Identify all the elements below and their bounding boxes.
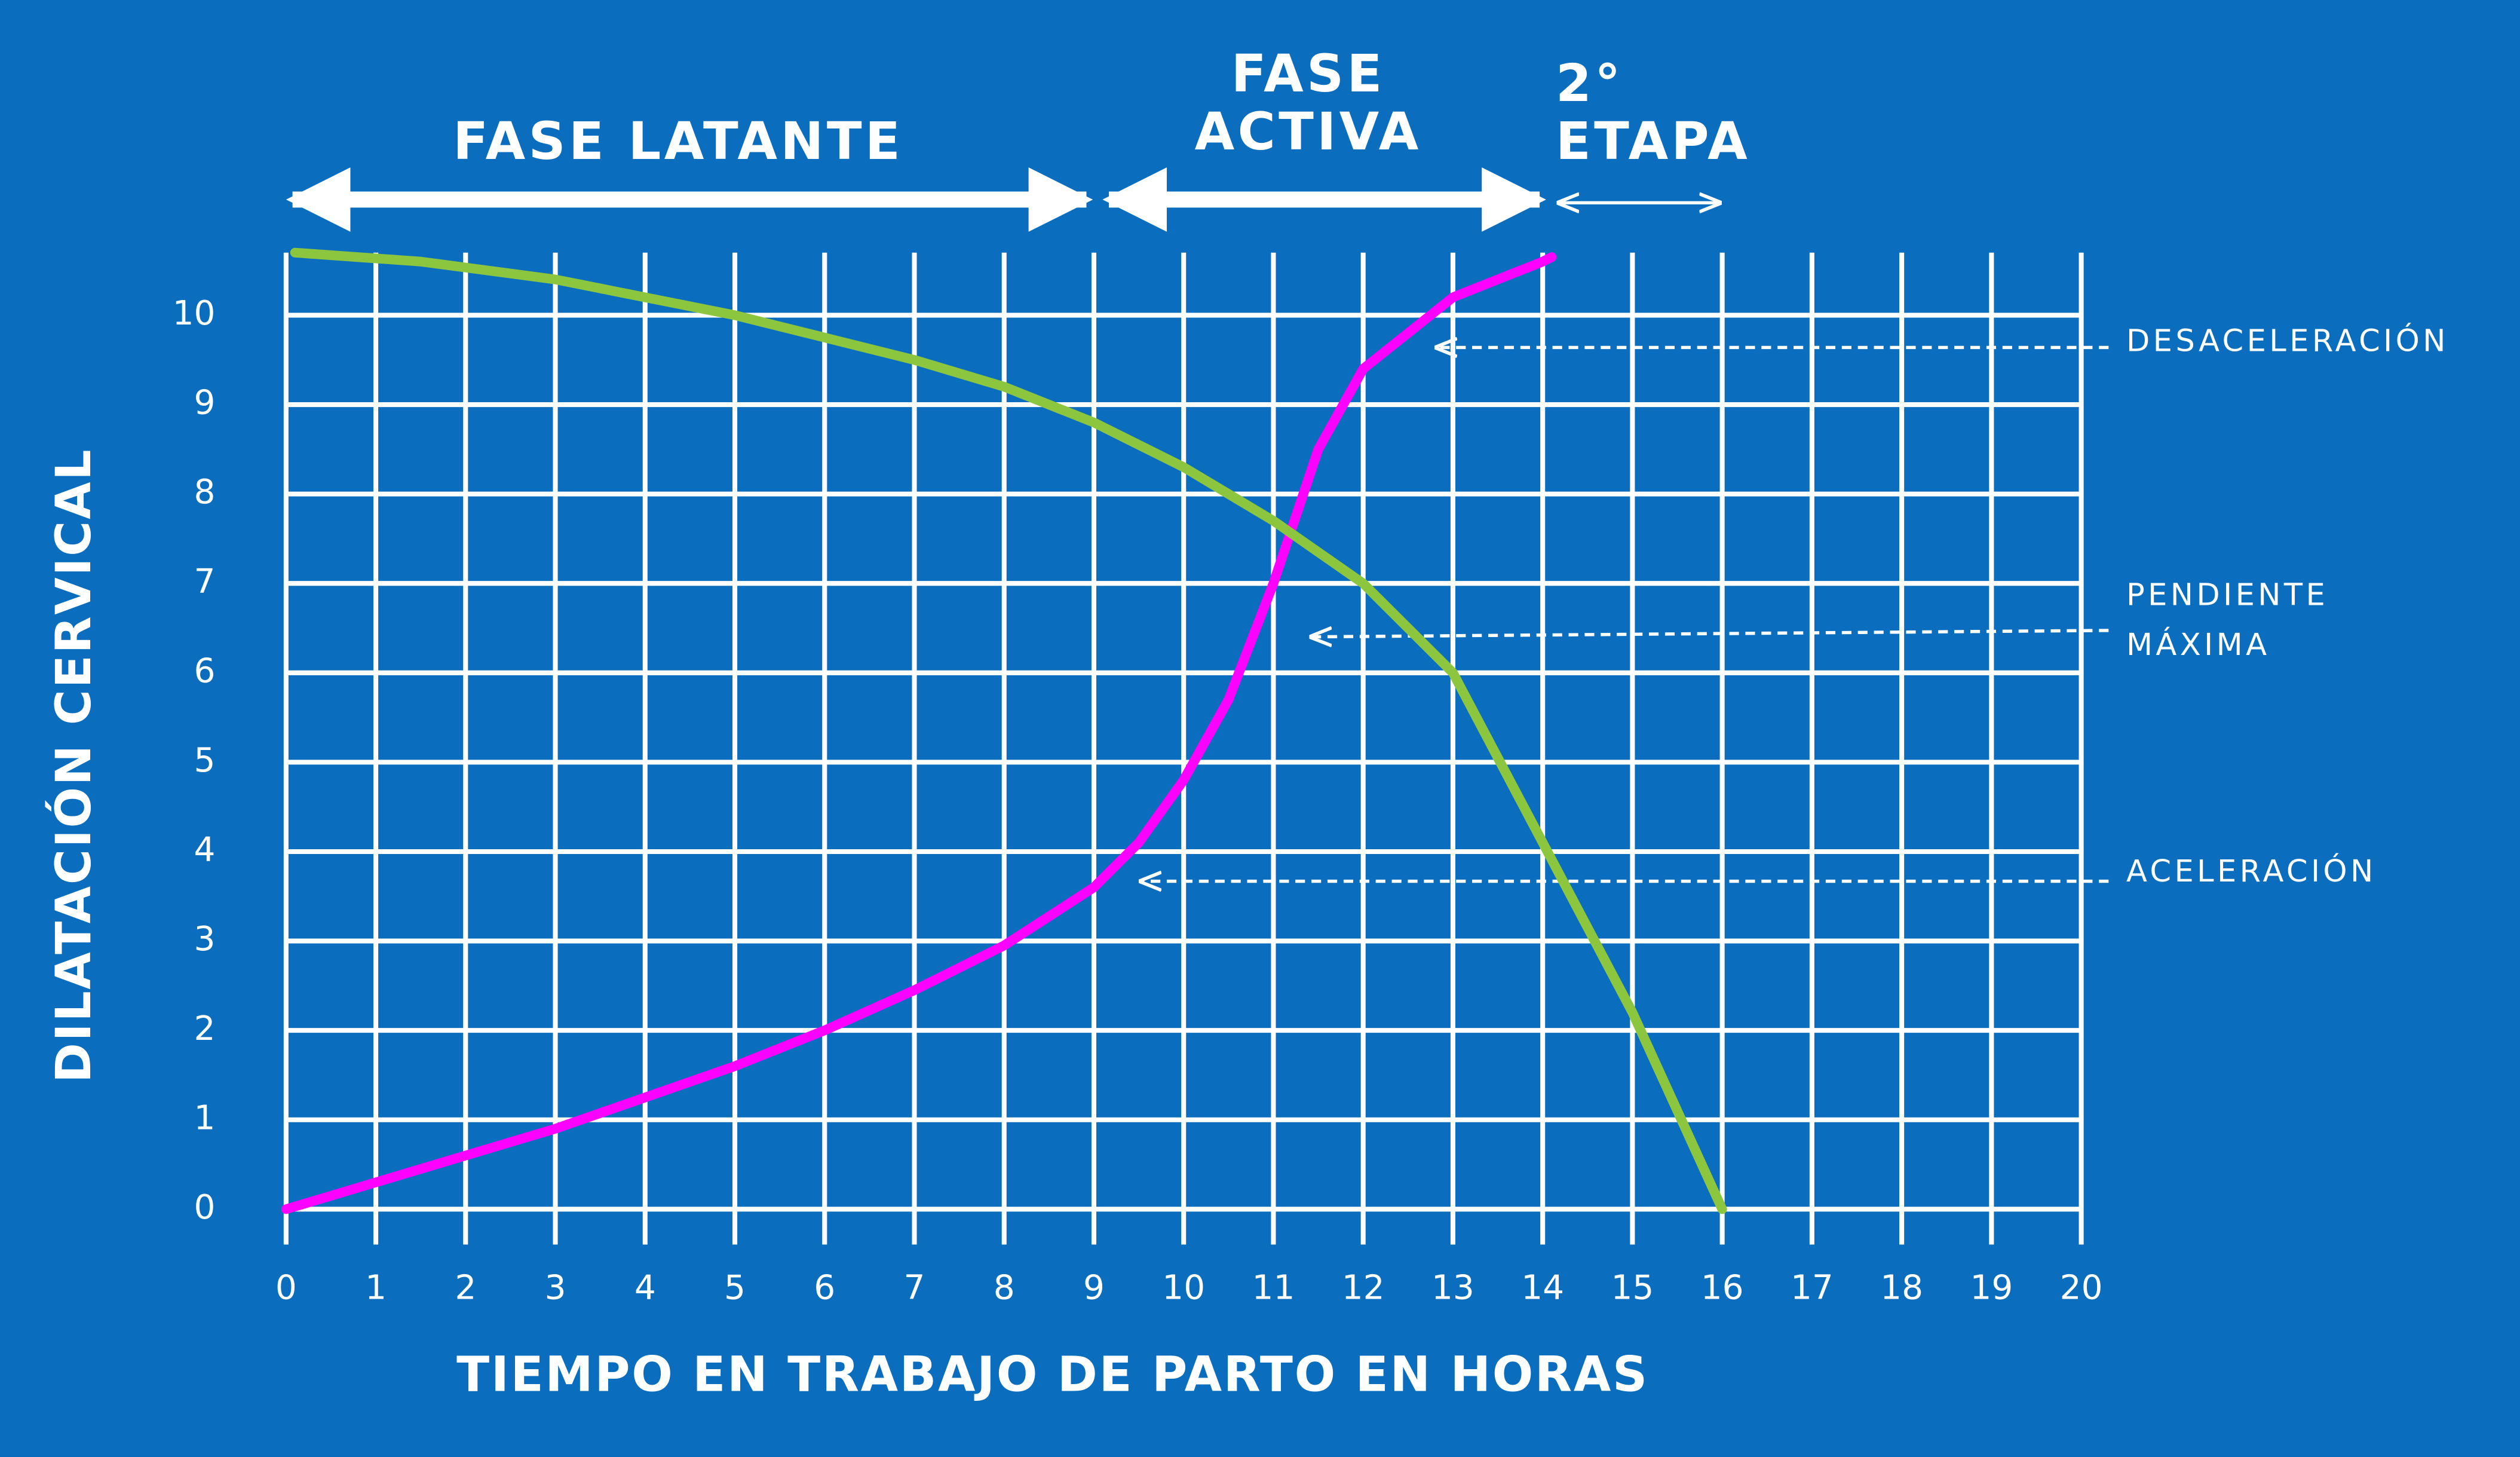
y-tick-label: 7	[194, 562, 216, 601]
y-tick-label: 6	[194, 651, 216, 690]
x-tick-label: 0	[275, 1268, 297, 1307]
x-tick-label: 20	[2060, 1268, 2103, 1307]
x-tick-label: 18	[1880, 1268, 1923, 1307]
x-tick-label: 8	[994, 1268, 1015, 1307]
y-tick-label: 8	[194, 473, 216, 512]
annotation: MÁXIMA	[2126, 626, 2270, 663]
y-tick-label: 9	[194, 384, 216, 423]
x-tick-label: 16	[1701, 1268, 1744, 1307]
annotation: DESACELERACIÓN	[2126, 322, 2449, 359]
x-tick-label: 17	[1791, 1268, 1834, 1307]
y-tick-label: 10	[173, 294, 216, 333]
y-tick-label: 2	[194, 1009, 216, 1048]
x-tick-label: 3	[545, 1268, 566, 1307]
x-tick-label: 6	[814, 1268, 835, 1307]
phase-label: FASE	[1231, 44, 1385, 104]
y-tick-label: 4	[194, 831, 216, 870]
data-line	[281, 252, 1557, 1214]
x-tick-label: 4	[634, 1268, 656, 1307]
x-tick-label: 19	[1970, 1268, 2013, 1307]
x-tick-label: 9	[1083, 1268, 1105, 1307]
phase-label: FASE LATANTE	[453, 112, 903, 172]
x-tick-label: 15	[1611, 1268, 1654, 1307]
phase-label: 2°	[1556, 54, 1624, 114]
y-tick-label: 3	[194, 920, 216, 959]
y-tick-label: 5	[194, 741, 216, 780]
x-tick-label: 14	[1521, 1268, 1564, 1307]
annotation: PENDIENTE	[2126, 577, 2328, 613]
x-axis-label: TIEMPO EN TRABAJO DE PARTO EN HORAS	[456, 1347, 1649, 1403]
data-line	[290, 247, 1727, 1214]
x-tick-label: 2	[455, 1268, 476, 1307]
y-tick-label: 1	[194, 1098, 216, 1137]
x-tick-label: 12	[1342, 1268, 1385, 1307]
x-tick-label: 11	[1252, 1268, 1295, 1307]
x-tick-label: 13	[1431, 1268, 1474, 1307]
annotation-arrow	[1311, 630, 2109, 637]
x-tick-label: 7	[904, 1268, 925, 1307]
y-axis-label: DILATACIÓN CERVICAL	[45, 448, 102, 1083]
y-tick-label: 0	[194, 1188, 216, 1227]
phase-label: ETAPA	[1556, 112, 1750, 172]
x-tick-label: 10	[1162, 1268, 1205, 1307]
annotation: ACELERACIÓN	[2126, 852, 2377, 889]
phase-label: ACTIVA	[1195, 102, 1422, 162]
x-tick-label: 5	[724, 1268, 746, 1307]
x-tick-label: 1	[365, 1268, 387, 1307]
